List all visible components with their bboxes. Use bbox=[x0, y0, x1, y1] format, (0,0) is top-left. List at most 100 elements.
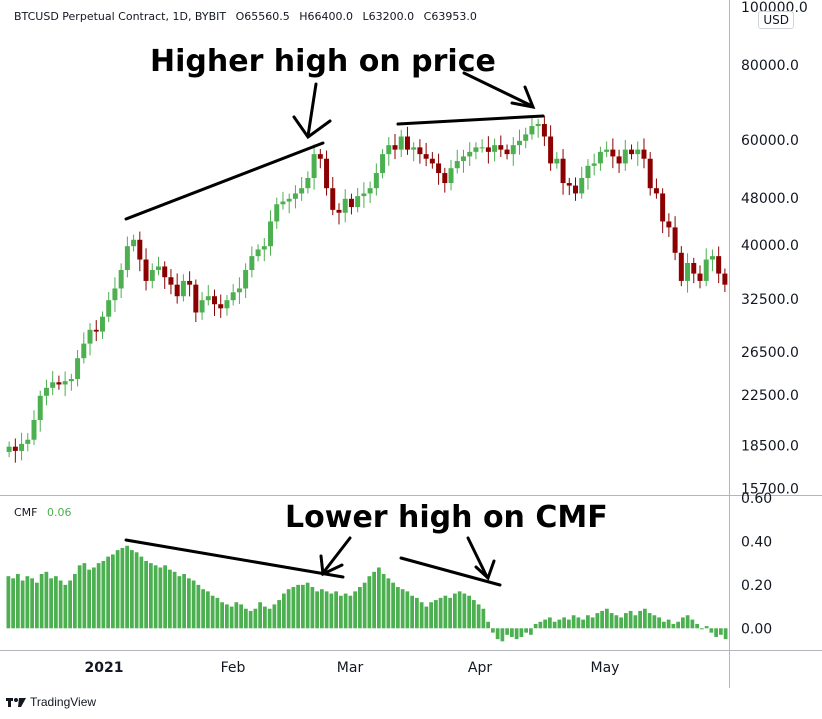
arrow-head-1 bbox=[292, 115, 332, 140]
candle-body bbox=[436, 163, 442, 174]
close-value: C63953.0 bbox=[423, 10, 477, 23]
indicator-name[interactable]: CMF bbox=[14, 506, 38, 519]
cmf-bar bbox=[443, 595, 448, 629]
candle-body bbox=[68, 379, 74, 382]
cmf-bar bbox=[609, 613, 614, 629]
candle-body bbox=[622, 149, 628, 164]
cmf-bar bbox=[172, 571, 177, 629]
candle-body bbox=[62, 381, 68, 385]
cmf-tick-label: 0.40 bbox=[741, 534, 772, 550]
candle-body bbox=[423, 154, 429, 159]
annotation-higher-high: Higher high on price bbox=[150, 44, 496, 79]
cmf-bar bbox=[77, 565, 82, 629]
candle-body bbox=[317, 154, 323, 159]
cmf-bar bbox=[543, 619, 547, 629]
cmf-bar bbox=[562, 617, 566, 629]
cmf-bar bbox=[372, 571, 376, 629]
indicator-header: CMF 0.06 bbox=[14, 506, 72, 519]
candle-body bbox=[554, 158, 560, 164]
candle-body bbox=[106, 300, 112, 317]
cmf-bar bbox=[505, 628, 509, 635]
cmf-bar bbox=[63, 584, 68, 629]
candle-body bbox=[56, 382, 62, 385]
price-tick-label: 15700.0 bbox=[741, 481, 799, 497]
candle-body bbox=[635, 149, 641, 155]
candle-body bbox=[124, 246, 130, 271]
candle-body bbox=[442, 173, 448, 184]
cmf-bar bbox=[253, 608, 258, 629]
candle-body bbox=[87, 329, 93, 344]
candle-body bbox=[37, 395, 43, 420]
candle-body bbox=[597, 151, 603, 164]
symbol-header: BTCUSD Perpetual Contract, 1D, BYBIT O65… bbox=[14, 10, 483, 23]
candle-body bbox=[672, 227, 678, 253]
candle-body bbox=[25, 439, 31, 444]
candle-body bbox=[187, 280, 193, 285]
cmf-tick-label: 0.60 bbox=[741, 491, 772, 507]
candle-body bbox=[566, 183, 572, 186]
symbol-name[interactable]: BTCUSD Perpetual Contract, 1D, BYBIT bbox=[14, 10, 227, 23]
currency-badge[interactable]: USD bbox=[758, 11, 794, 29]
cmf-bar bbox=[201, 589, 205, 629]
cmf-bar bbox=[628, 610, 633, 629]
candle-body bbox=[143, 259, 149, 281]
time-tick-label: 2021 bbox=[85, 660, 124, 676]
cmf-bar bbox=[491, 628, 495, 633]
cmf-bar bbox=[139, 556, 144, 629]
candle-body bbox=[174, 284, 180, 297]
cmf-bar bbox=[362, 582, 367, 629]
cmf-bar bbox=[666, 619, 671, 629]
cmf-bar bbox=[191, 580, 196, 629]
cmf-bar bbox=[111, 554, 115, 629]
cmf-bar bbox=[210, 595, 215, 629]
cmf-bar bbox=[229, 606, 234, 629]
candle-body bbox=[697, 273, 703, 281]
cmf-bar bbox=[676, 621, 680, 629]
price-tick-label: 32500.0 bbox=[741, 292, 799, 308]
cmf-bar bbox=[87, 569, 91, 629]
cmf-tick-label: 0.20 bbox=[741, 578, 772, 594]
candle-body bbox=[75, 358, 81, 380]
candle-body bbox=[467, 151, 473, 157]
tradingview-footer[interactable]: TradingView bbox=[6, 695, 96, 709]
candle-body bbox=[348, 198, 354, 208]
arrow-head-3 bbox=[319, 554, 344, 577]
candle-body bbox=[268, 221, 274, 247]
cmf-bar bbox=[16, 574, 20, 629]
candle-body bbox=[162, 266, 168, 278]
candle-body bbox=[274, 204, 280, 222]
candle-body bbox=[653, 188, 659, 194]
time-tick-label: Apr bbox=[468, 660, 492, 676]
cmf-bar bbox=[552, 621, 557, 629]
candle-body bbox=[305, 177, 311, 189]
cmf-bar bbox=[343, 593, 348, 629]
candle-body bbox=[604, 149, 610, 152]
arrow-shaft-2 bbox=[462, 71, 534, 108]
candle-body bbox=[448, 168, 454, 184]
candle-body bbox=[168, 277, 174, 285]
candle-body bbox=[330, 188, 336, 210]
cmf-bar bbox=[225, 604, 229, 629]
cmf-bar bbox=[709, 628, 714, 633]
cmf-bar bbox=[633, 615, 638, 629]
cmf-bar bbox=[681, 617, 685, 629]
arrow-shaft-4 bbox=[466, 536, 489, 579]
cmf-bar bbox=[6, 576, 11, 629]
cmf-bar bbox=[339, 595, 343, 629]
cmf-bar bbox=[20, 580, 25, 629]
arrow-shaft-3 bbox=[321, 536, 352, 575]
cmf-bar bbox=[700, 628, 704, 630]
candle-body bbox=[112, 288, 118, 301]
cmf-bar bbox=[324, 591, 329, 629]
cmf-bar bbox=[92, 567, 96, 629]
cmf-bar bbox=[334, 591, 338, 629]
cmf-bar bbox=[576, 617, 581, 629]
trend-line-price-1 bbox=[124, 141, 325, 221]
cmf-bar bbox=[586, 615, 590, 629]
time-tick-label: Feb bbox=[221, 660, 246, 676]
candle-body bbox=[311, 154, 317, 178]
candle-body bbox=[218, 304, 224, 309]
cmf-bar bbox=[220, 602, 224, 629]
candle-body bbox=[523, 134, 529, 141]
